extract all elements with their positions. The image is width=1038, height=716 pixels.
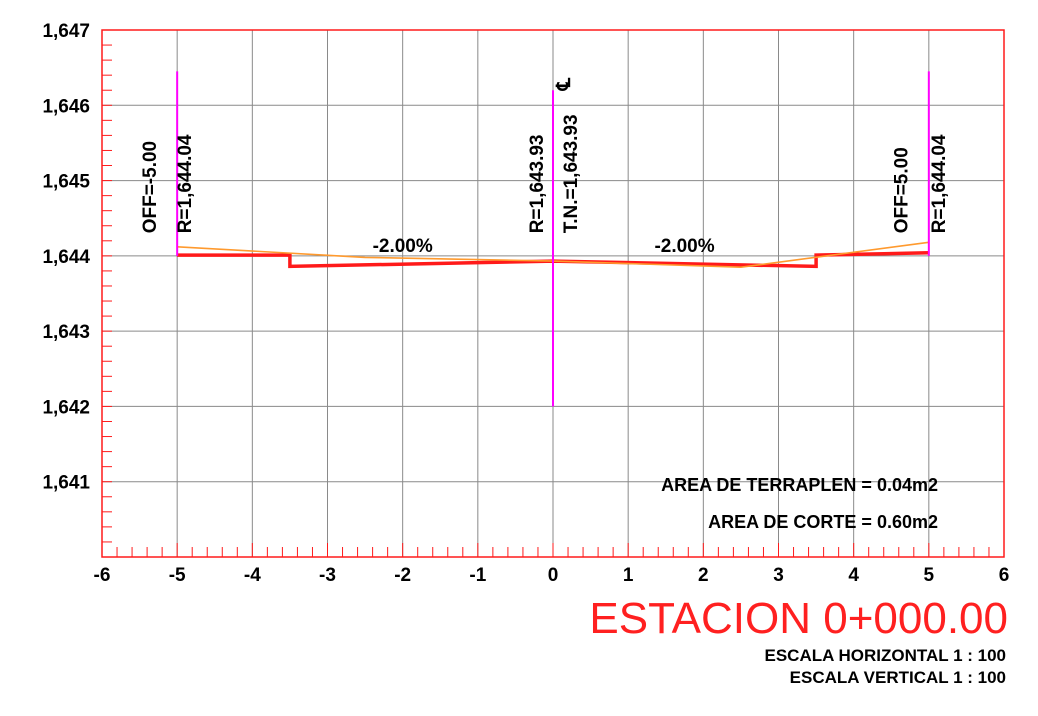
vertical-label: R=1,644.04 <box>929 134 950 233</box>
x-tick-label: 6 <box>999 565 1010 586</box>
station-title: ESTACION 0+000.00 <box>589 594 1008 643</box>
area-label: AREA DE CORTE = 0.60m2 <box>708 512 938 532</box>
centerline-symbol: ℄ <box>554 77 575 91</box>
x-tick-label: -4 <box>244 565 261 586</box>
plot-frame <box>101 29 1005 558</box>
x-tick-label: 3 <box>773 565 784 586</box>
x-tick-label: 1 <box>623 565 634 586</box>
vertical-label: OFF=-5.00 <box>140 141 161 233</box>
area-label: AREA DE TERRAPLEN = 0.04m2 <box>661 475 938 495</box>
y-tick-label: 1,646 <box>42 96 90 117</box>
offset-markers <box>176 71 930 407</box>
x-tick-label: 0 <box>548 565 559 586</box>
x-tick-label: 5 <box>924 565 935 586</box>
vertical-label: R=1,644.04 <box>175 134 196 233</box>
x-tick-label: -2 <box>394 565 411 586</box>
vertical-label: T.N.=1,643.93 <box>561 114 582 233</box>
x-tick-label: -5 <box>169 565 186 586</box>
x-tick-label: 4 <box>848 565 859 586</box>
y-tick-label: 1,645 <box>42 172 90 193</box>
tick-labels: -6 -5 -4 -3 -2 -1 0 1 2 3 4 5 6 1,647 1,646 1,645 1,644 1… <box>42 21 1009 586</box>
scale-vertical: ESCALA VERTICAL 1 : 100 <box>789 668 1006 687</box>
y-tick-label: 1,647 <box>42 21 90 42</box>
x-tick-label: -6 <box>94 565 111 586</box>
y-tick-label: 1,642 <box>42 397 90 418</box>
y-tick-label: 1,644 <box>42 247 90 268</box>
scale-horizontal: ESCALA HORIZONTAL 1 : 100 <box>764 646 1007 665</box>
x-tick-label: 2 <box>698 565 709 586</box>
slope-label: -2.00% <box>654 236 714 257</box>
vertical-label: R=1,643.93 <box>527 134 548 233</box>
slope-label: -2.00% <box>373 236 433 257</box>
y-tick-label: 1,641 <box>42 473 90 494</box>
labels: OFF=-5.00 R=1,644.04 R=1,643.93 T.N.=1,643.… <box>140 77 950 532</box>
x-tick-label: -1 <box>469 565 486 586</box>
x-tick-label: -3 <box>319 565 336 586</box>
vertical-label: OFF=5.00 <box>892 147 913 233</box>
y-tick-label: 1,643 <box>42 322 90 343</box>
